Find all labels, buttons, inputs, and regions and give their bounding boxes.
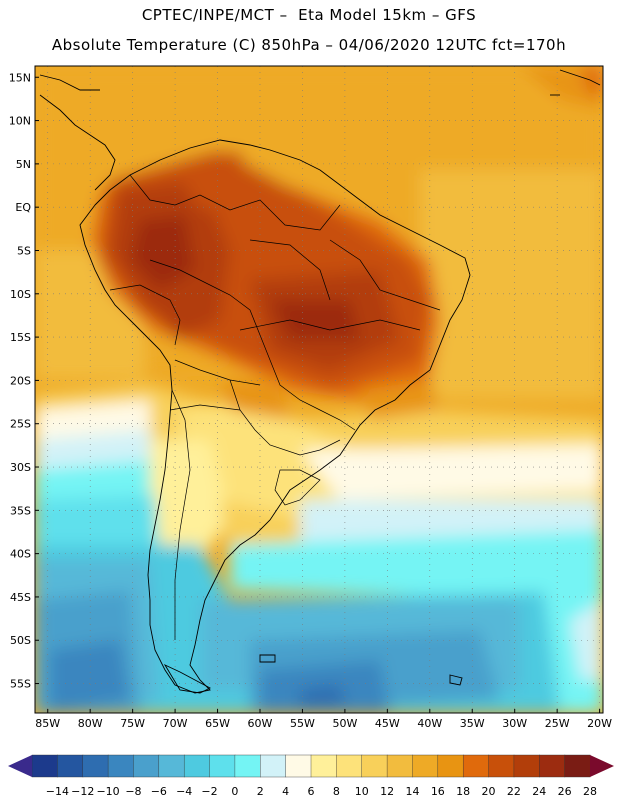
colorbar-swatch	[462, 754, 490, 778]
colorbar-swatch	[82, 754, 109, 778]
lon-label: 45W	[375, 717, 400, 730]
colorbar-swatch	[437, 754, 464, 778]
lon-label: 55W	[290, 717, 315, 730]
colorbar-under-arrow	[8, 755, 32, 777]
colorbar-label: 26	[558, 785, 572, 798]
temperature-field	[35, 66, 603, 713]
colorbar-label: 14	[405, 785, 419, 798]
colorbar-swatch	[336, 754, 363, 778]
lon-label: 60W	[248, 717, 273, 730]
lat-label: 45S	[10, 591, 31, 604]
colorbar-swatch	[386, 754, 413, 778]
colorbar-swatch	[310, 754, 337, 778]
colorbar-swatch	[57, 754, 84, 778]
colorbar-label: 10	[355, 785, 369, 798]
country-borders	[109, 174, 441, 640]
colorbar-label: 20	[482, 785, 496, 798]
lat-label: 35S	[10, 504, 31, 517]
colorbar-swatch	[285, 754, 312, 778]
colorbar-swatch	[488, 754, 515, 778]
lon-label: 80W	[78, 717, 103, 730]
lon-label: 35W	[460, 717, 485, 730]
colorbar-swatch	[564, 754, 591, 778]
colorbar-label: 24	[532, 785, 546, 798]
lat-label: 5N	[16, 158, 31, 171]
colorbar-label: −4	[176, 785, 192, 798]
lat-label: 30S	[10, 461, 31, 474]
lon-label: 75W	[120, 717, 145, 730]
colorbar-label: 28	[583, 785, 597, 798]
colorbar-label: −10	[96, 785, 119, 798]
colorbar-swatch	[107, 754, 134, 778]
lon-label: 50W	[332, 717, 357, 730]
lon-label: 65W	[205, 717, 230, 730]
colorbar-label: 6	[308, 785, 315, 798]
colorbar-swatch	[513, 754, 540, 778]
colorbar-swatch	[158, 754, 185, 778]
lat-label: 5S	[17, 244, 31, 257]
lon-label: 70W	[163, 717, 188, 730]
colorbar-label: 2	[257, 785, 264, 798]
colorbar-label: −8	[125, 785, 141, 798]
lon-label: 30W	[502, 717, 527, 730]
lon-label: 25W	[545, 717, 570, 730]
lat-label: 10S	[10, 288, 31, 301]
lat-label: 15S	[10, 331, 31, 344]
colorbar-label: −6	[151, 785, 167, 798]
longitude-axis: 85W 80W 75W 70W 65W 60W 55W 50W 45W 40W 35W 30W 25W 2…	[35, 709, 612, 730]
colorbar-swatch	[209, 754, 236, 778]
colorbar-label: 4	[282, 785, 289, 798]
colorbar-swatch	[361, 754, 388, 778]
lat-label: 55S	[10, 678, 31, 691]
lat-label: 50S	[10, 634, 31, 647]
chart-title-line2: Absolute Temperature (C) 850hPa – 04/06/…	[51, 36, 567, 54]
lat-label: 20S	[10, 374, 31, 387]
colorbar-swatch	[412, 754, 439, 778]
colorbar-swatch	[234, 754, 261, 778]
colorbar-swatch	[133, 754, 160, 778]
colorbar-label: 18	[456, 785, 470, 798]
lon-label: 85W	[35, 717, 60, 730]
lon-label: 40W	[417, 717, 442, 730]
chart-title-line1: CPTEC/INPE/MCT – Eta Model 15km – GFS	[141, 6, 477, 24]
lat-label: 15N	[9, 71, 31, 84]
colorbar-swatch	[183, 754, 211, 778]
lon-label: 20W	[587, 717, 612, 730]
colorbar-swatch	[31, 754, 58, 778]
colorbar-label: 0	[231, 785, 238, 798]
colorbar-swatch	[260, 754, 287, 778]
colorbar-label: −2	[201, 785, 217, 798]
latitude-axis: 15N 10N 5N EQ 5S 10S 15S 20S 25S 30S 35S 40S 45S 50S 5…	[9, 71, 39, 691]
lat-label: 25S	[10, 418, 31, 431]
lat-label: EQ	[15, 201, 31, 214]
colorbar-swatch	[539, 754, 566, 778]
colorbar: −14 −12 −10 −8 −6 −4 −2 0 2 4 6 8 10 12 14 16 18 20 22 24 26…	[8, 754, 614, 798]
colorbar-label: −14	[46, 785, 69, 798]
colorbar-label: 8	[333, 785, 340, 798]
lat-label: 10N	[9, 115, 31, 128]
coastline	[39, 69, 601, 694]
plot-frame	[34, 65, 604, 714]
colorbar-over-arrow	[590, 755, 614, 777]
colorbar-label: 16	[431, 785, 445, 798]
lat-label: 40S	[10, 548, 31, 561]
colorbar-label: −12	[71, 785, 94, 798]
colorbar-label: 12	[380, 785, 394, 798]
colorbar-label: 22	[507, 785, 521, 798]
